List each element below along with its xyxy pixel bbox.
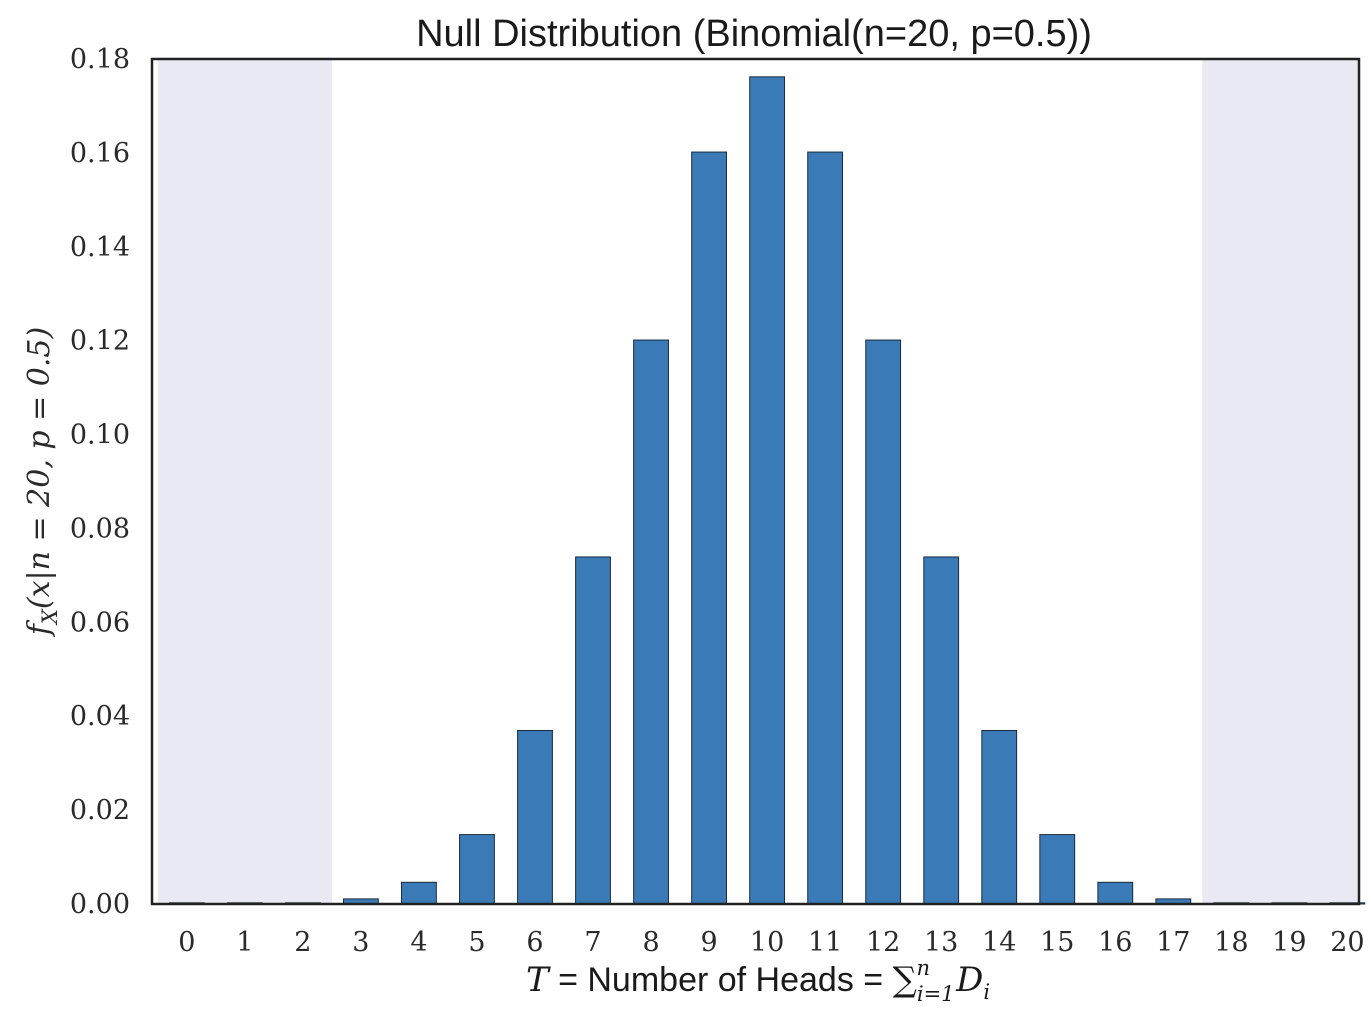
bar-10 (749, 76, 786, 905)
x-tick-label: 8 (642, 927, 659, 958)
y-tick-label: 0.04 (70, 701, 130, 732)
x-tick-label: 6 (526, 927, 543, 958)
bar-7 (575, 556, 611, 905)
y-axis-label-rest: (x|n = 20, p = 0.5) (22, 327, 57, 609)
bar-8 (633, 339, 669, 905)
y-tick-label: 0.16 (70, 138, 130, 169)
y-tick-label: 0.00 (70, 889, 130, 920)
bar-12 (865, 339, 902, 905)
bar-5 (459, 834, 495, 905)
rejection-region-layer (157, 59, 1359, 904)
bar-14 (981, 729, 1018, 905)
rejection-region-left (157, 59, 332, 904)
x-tick-label: 13 (924, 927, 958, 958)
y-tick-layer: 0.00 0.02 0.04 0.06 0.08 0.10 0.12 0.14 0.16 0.18 (70, 44, 130, 920)
y-tick-label: 0.14 (70, 232, 130, 263)
bar-16 (1097, 881, 1134, 905)
bar-9 (691, 151, 727, 905)
y-axis-label: fX(x|n = 20, p = 0.5) (22, 327, 62, 637)
x-tick-label: 16 (1098, 927, 1132, 958)
x-tick-label: 15 (1040, 927, 1074, 958)
y-tick-label: 0.10 (70, 420, 130, 451)
x-tick-label: 12 (866, 927, 900, 958)
x-tick-label: 5 (468, 927, 485, 958)
x-tick-label: 11 (808, 927, 842, 958)
x-tick-layer: 0 1 2 3 4 5 6 7 8 9 10 11 12 13 14 15 16 17 18 19 20 (178, 927, 1364, 958)
bar-15 (1039, 834, 1076, 905)
plot-frame (150, 57, 1361, 906)
x-tick-label: 2 (294, 927, 311, 958)
x-axis-label-term-sub: i (983, 980, 990, 1004)
bar-6 (517, 729, 553, 905)
y-tick-label: 0.12 (70, 326, 130, 357)
x-axis-label-sum-sub: i=1 (917, 982, 955, 1006)
rejection-region-right (1202, 59, 1359, 904)
bar-layer (168, 76, 1366, 905)
x-axis-label-sum-sup: n (917, 956, 931, 980)
bar-13 (923, 556, 960, 905)
x-axis-label-text: = Number of Heads = (549, 961, 893, 999)
y-tick-label: 0.18 (70, 44, 130, 75)
x-tick-label: 9 (700, 927, 717, 958)
x-axis-label-sum: ∑ (893, 960, 917, 1000)
y-tick-label: 0.08 (70, 513, 130, 544)
bar-11 (807, 151, 844, 905)
x-axis-label-term: D (955, 960, 983, 1000)
x-tick-label: 7 (584, 927, 601, 958)
x-tick-label: 14 (982, 927, 1016, 958)
x-axis-label-lead: T (526, 960, 551, 1000)
y-axis-label-sub: X (38, 608, 62, 626)
x-axis-label: T = Number of Heads = ∑i=1n Di (526, 956, 990, 1006)
x-tick-label: 10 (750, 927, 784, 958)
x-tick-label: 19 (1272, 927, 1306, 958)
chart-title: Null Distribution (Binomial(n=20, p=0.5)… (416, 13, 1092, 55)
y-tick-label: 0.02 (70, 795, 130, 826)
y-tick-label: 0.06 (70, 607, 130, 638)
x-tick-label: 18 (1214, 927, 1248, 958)
x-tick-label: 1 (236, 927, 253, 958)
x-tick-label: 4 (410, 927, 427, 958)
x-tick-label: 0 (178, 927, 195, 958)
x-tick-label: 17 (1156, 927, 1190, 958)
bar-4 (401, 881, 437, 905)
x-tick-label: 20 (1330, 927, 1364, 958)
x-tick-label: 3 (352, 927, 369, 958)
